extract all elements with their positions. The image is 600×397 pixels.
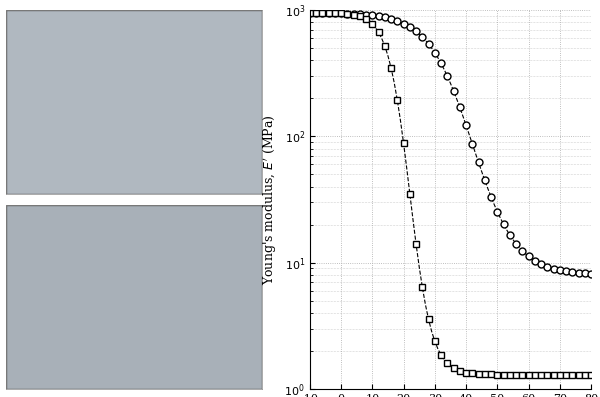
SentryGlas® plus [578,271,585,276]
Text: (a): (a) [124,207,143,221]
Y-axis label: Young's modulus, $E'$ (MPa): Young's modulus, $E'$ (MPa) [262,114,279,285]
SentryGlas® plus [378,14,385,19]
SentryGlas® plus [341,11,348,16]
PVB [578,372,585,377]
SentryGlas® plus [544,264,551,269]
PVB [341,11,348,16]
Line: PVB: PVB [307,9,595,378]
SentryGlas® plus [306,10,313,15]
SentryGlas® plus [581,271,589,276]
SentryGlas® plus [372,13,379,18]
PVB [587,372,595,377]
PVB [544,372,551,377]
Line: SentryGlas® plus: SentryGlas® plus [307,10,595,277]
PVB [372,25,379,30]
SentryGlas® plus [587,272,595,276]
PVB [378,36,385,41]
PVB [306,10,313,15]
PVB [581,372,589,377]
